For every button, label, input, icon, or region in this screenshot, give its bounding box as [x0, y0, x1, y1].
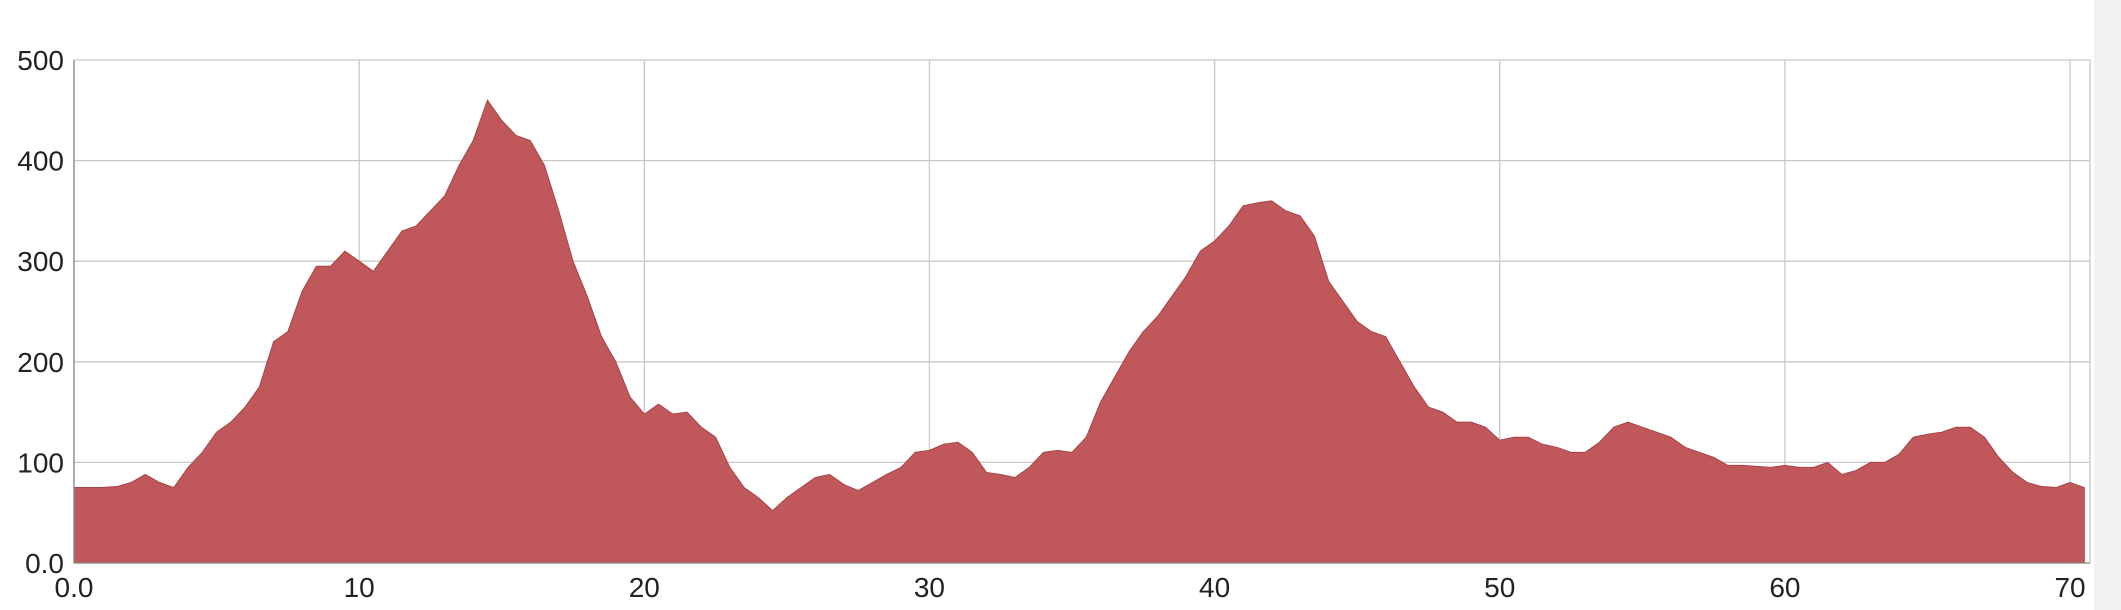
y-tick-label: 0.0 — [25, 548, 64, 579]
x-tick-label: 40 — [1199, 572, 1230, 603]
y-tick-label: 500 — [17, 45, 64, 76]
x-tick-label: 0.0 — [55, 572, 94, 603]
y-tick-label: 200 — [17, 347, 64, 378]
x-tick-label: 30 — [914, 572, 945, 603]
scrollbar — [2094, 0, 2121, 610]
x-tick-label: 60 — [1769, 572, 1800, 603]
x-tick-label: 20 — [629, 572, 660, 603]
y-tick-label: 100 — [17, 447, 64, 478]
x-tick-label: 50 — [1484, 572, 1515, 603]
y-tick-label: 300 — [17, 246, 64, 277]
area — [73, 99, 2085, 564]
x-tick-label: 70 — [2054, 572, 2085, 603]
x-tick-label: 10 — [344, 572, 375, 603]
y-tick-label: 400 — [17, 146, 64, 177]
